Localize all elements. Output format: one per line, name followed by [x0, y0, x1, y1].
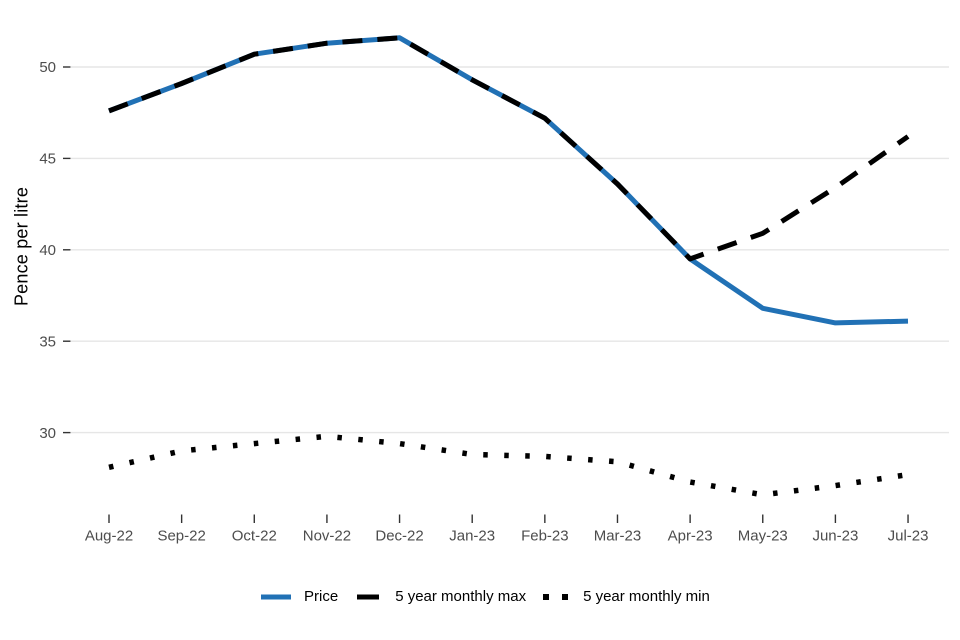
- x-tick-label-Jan-23: Jan-23: [449, 528, 495, 545]
- legend-label-min: 5 year monthly min: [583, 588, 710, 605]
- series-line-5-year-monthly-max: [108, 35, 910, 262]
- max-dashed-swatch-icon: [357, 594, 380, 599]
- legend-item-price: Price: [261, 588, 338, 605]
- y-tick-label-30: 30: [39, 425, 56, 442]
- y-tick-label-40: 40: [39, 242, 56, 259]
- legend-item-min: 5 year monthly min: [542, 588, 710, 605]
- x-tick-label-May-23: May-23: [738, 528, 788, 545]
- y-tick-label-50: 50: [39, 59, 56, 76]
- y-axis-title: Pence per litre: [11, 186, 32, 307]
- x-tick-label-Mar-23: Mar-23: [594, 528, 642, 545]
- x-tick-label-Nov-22: Nov-22: [303, 528, 351, 545]
- y-tick-label-45: 45: [39, 151, 56, 168]
- price-line-swatch-icon: [261, 594, 291, 599]
- x-tick-label-Feb-23: Feb-23: [521, 528, 569, 545]
- legend: Price 5 year monthly max 5 year monthly …: [261, 588, 710, 605]
- x-tick-label-Apr-23: Apr-23: [668, 528, 713, 545]
- series-line-5-year-monthly-min: [108, 433, 909, 498]
- x-tick-label-Oct-22: Oct-22: [232, 528, 277, 545]
- legend-item-max: 5 year monthly max: [354, 588, 526, 605]
- series-line-price: [108, 35, 909, 326]
- x-tick-label-Jun-23: Jun-23: [812, 528, 858, 545]
- legend-label-max: 5 year monthly max: [395, 588, 527, 605]
- legend-label-price: Price: [304, 588, 339, 605]
- x-tick-label-Jul-23: Jul-23: [888, 528, 929, 545]
- min-dotted-swatch-icon: [543, 593, 571, 600]
- x-tick-label-Aug-22: Aug-22: [85, 528, 133, 545]
- x-tick-label-Sep-22: Sep-22: [157, 528, 205, 545]
- x-tick-label-Dec-22: Dec-22: [375, 528, 423, 545]
- y-tick-label-35: 35: [39, 333, 56, 350]
